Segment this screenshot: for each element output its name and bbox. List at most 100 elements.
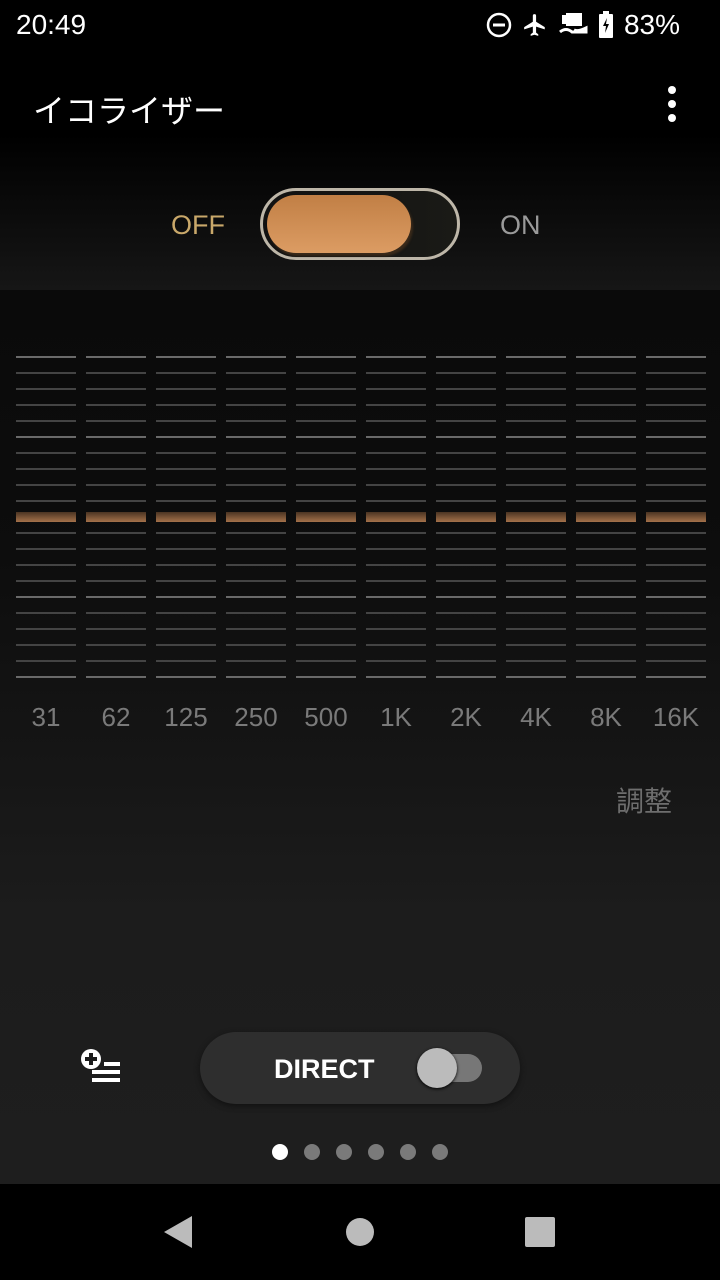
- eq-step-line: [436, 660, 496, 662]
- eq-step-line: [226, 612, 286, 614]
- eq-step-line: [576, 452, 636, 454]
- eq-slider-thumb[interactable]: [436, 512, 496, 522]
- eq-frequency-label: 4K: [520, 702, 552, 732]
- direct-toggle[interactable]: DIRECT: [200, 1032, 520, 1104]
- navigation-bar: [0, 1184, 720, 1280]
- eq-step-line: [506, 564, 566, 566]
- eq-step-line: [156, 596, 216, 598]
- eq-frequency-label: 1K: [380, 702, 412, 732]
- eq-slider-thumb[interactable]: [156, 512, 216, 522]
- direct-switch-knob[interactable]: [417, 1048, 457, 1088]
- page-dot[interactable]: [272, 1144, 288, 1160]
- eq-step-line: [366, 564, 426, 566]
- eq-step-line: [366, 628, 426, 630]
- eq-step-line: [226, 356, 286, 358]
- more-vert-icon[interactable]: [660, 86, 684, 122]
- eq-step-line: [86, 484, 146, 486]
- eq-step-line: [646, 500, 706, 502]
- equalizer-power-switch[interactable]: [260, 188, 460, 260]
- eq-step-line: [226, 548, 286, 550]
- eq-step-line: [506, 532, 566, 534]
- eq-step-line: [86, 420, 146, 422]
- eq-step-line: [646, 404, 706, 406]
- eq-step-line: [436, 452, 496, 454]
- eq-slider-thumb[interactable]: [646, 512, 706, 522]
- eq-step-line: [436, 404, 496, 406]
- eq-step-line: [156, 676, 216, 678]
- eq-step-line: [366, 596, 426, 598]
- eq-frequency-label: 2K: [450, 702, 482, 732]
- eq-slider-thumb[interactable]: [576, 512, 636, 522]
- eq-slider-thumb[interactable]: [366, 512, 426, 522]
- eq-step-line: [366, 612, 426, 614]
- eq-step-line: [366, 468, 426, 470]
- page-dot[interactable]: [336, 1144, 352, 1160]
- eq-step-line: [226, 532, 286, 534]
- eq-step-line: [226, 436, 286, 438]
- eq-step-line: [436, 420, 496, 422]
- eq-step-line: [296, 596, 356, 598]
- eq-step-line: [506, 676, 566, 678]
- eq-step-line: [366, 436, 426, 438]
- eq-step-line: [226, 500, 286, 502]
- eq-step-line: [86, 356, 146, 358]
- eq-step-line: [86, 452, 146, 454]
- eq-step-line: [156, 500, 216, 502]
- page-dot[interactable]: [400, 1144, 416, 1160]
- eq-step-line: [296, 564, 356, 566]
- eq-step-line: [86, 548, 146, 550]
- eq-step-line: [156, 436, 216, 438]
- battery-percent: 83%: [623, 9, 680, 40]
- page-dot[interactable]: [432, 1144, 448, 1160]
- eq-step-line: [646, 548, 706, 550]
- battery-charging-icon: [598, 11, 613, 38]
- eq-slider-thumb[interactable]: [226, 512, 286, 522]
- page-dot[interactable]: [304, 1144, 320, 1160]
- eq-step-line: [226, 468, 286, 470]
- recents-icon[interactable]: [525, 1217, 555, 1247]
- eq-step-line: [366, 420, 426, 422]
- eq-step-line: [156, 564, 216, 566]
- eq-step-line: [296, 404, 356, 406]
- eq-step-line: [16, 532, 76, 534]
- eq-step-line: [436, 356, 496, 358]
- eq-slider-thumb[interactable]: [16, 512, 76, 522]
- on-label[interactable]: ON: [500, 210, 541, 240]
- eq-frequency-label: 8K: [590, 702, 622, 732]
- playlist-add-icon[interactable]: [80, 1048, 122, 1088]
- eq-step-line: [506, 628, 566, 630]
- eq-step-line: [436, 628, 496, 630]
- data-saver-icon: [558, 13, 588, 34]
- eq-step-line: [506, 356, 566, 358]
- eq-step-line: [576, 612, 636, 614]
- eq-step-line: [506, 436, 566, 438]
- eq-step-line: [646, 484, 706, 486]
- eq-slider-thumb[interactable]: [506, 512, 566, 522]
- eq-step-line: [436, 612, 496, 614]
- eq-step-line: [86, 660, 146, 662]
- airplane-icon: [524, 14, 545, 36]
- eq-step-line: [506, 484, 566, 486]
- eq-step-line: [366, 452, 426, 454]
- page-dot[interactable]: [368, 1144, 384, 1160]
- home-icon[interactable]: [345, 1217, 375, 1247]
- eq-step-line: [646, 580, 706, 582]
- eq-step-line: [646, 388, 706, 390]
- eq-step-line: [646, 596, 706, 598]
- adjust-button[interactable]: 調整: [616, 785, 673, 818]
- off-label[interactable]: OFF: [171, 210, 225, 240]
- eq-step-line: [16, 452, 76, 454]
- eq-step-line: [16, 564, 76, 566]
- eq-step-line: [16, 676, 76, 678]
- eq-step-line: [506, 500, 566, 502]
- eq-slider-thumb[interactable]: [86, 512, 146, 522]
- eq-slider-thumb[interactable]: [296, 512, 356, 522]
- eq-step-line: [506, 580, 566, 582]
- switch-knob[interactable]: [267, 195, 411, 253]
- eq-step-line: [436, 580, 496, 582]
- eq-step-line: [436, 500, 496, 502]
- eq-step-line: [156, 660, 216, 662]
- back-icon[interactable]: [162, 1214, 194, 1250]
- eq-step-line: [156, 372, 216, 374]
- eq-step-line: [226, 420, 286, 422]
